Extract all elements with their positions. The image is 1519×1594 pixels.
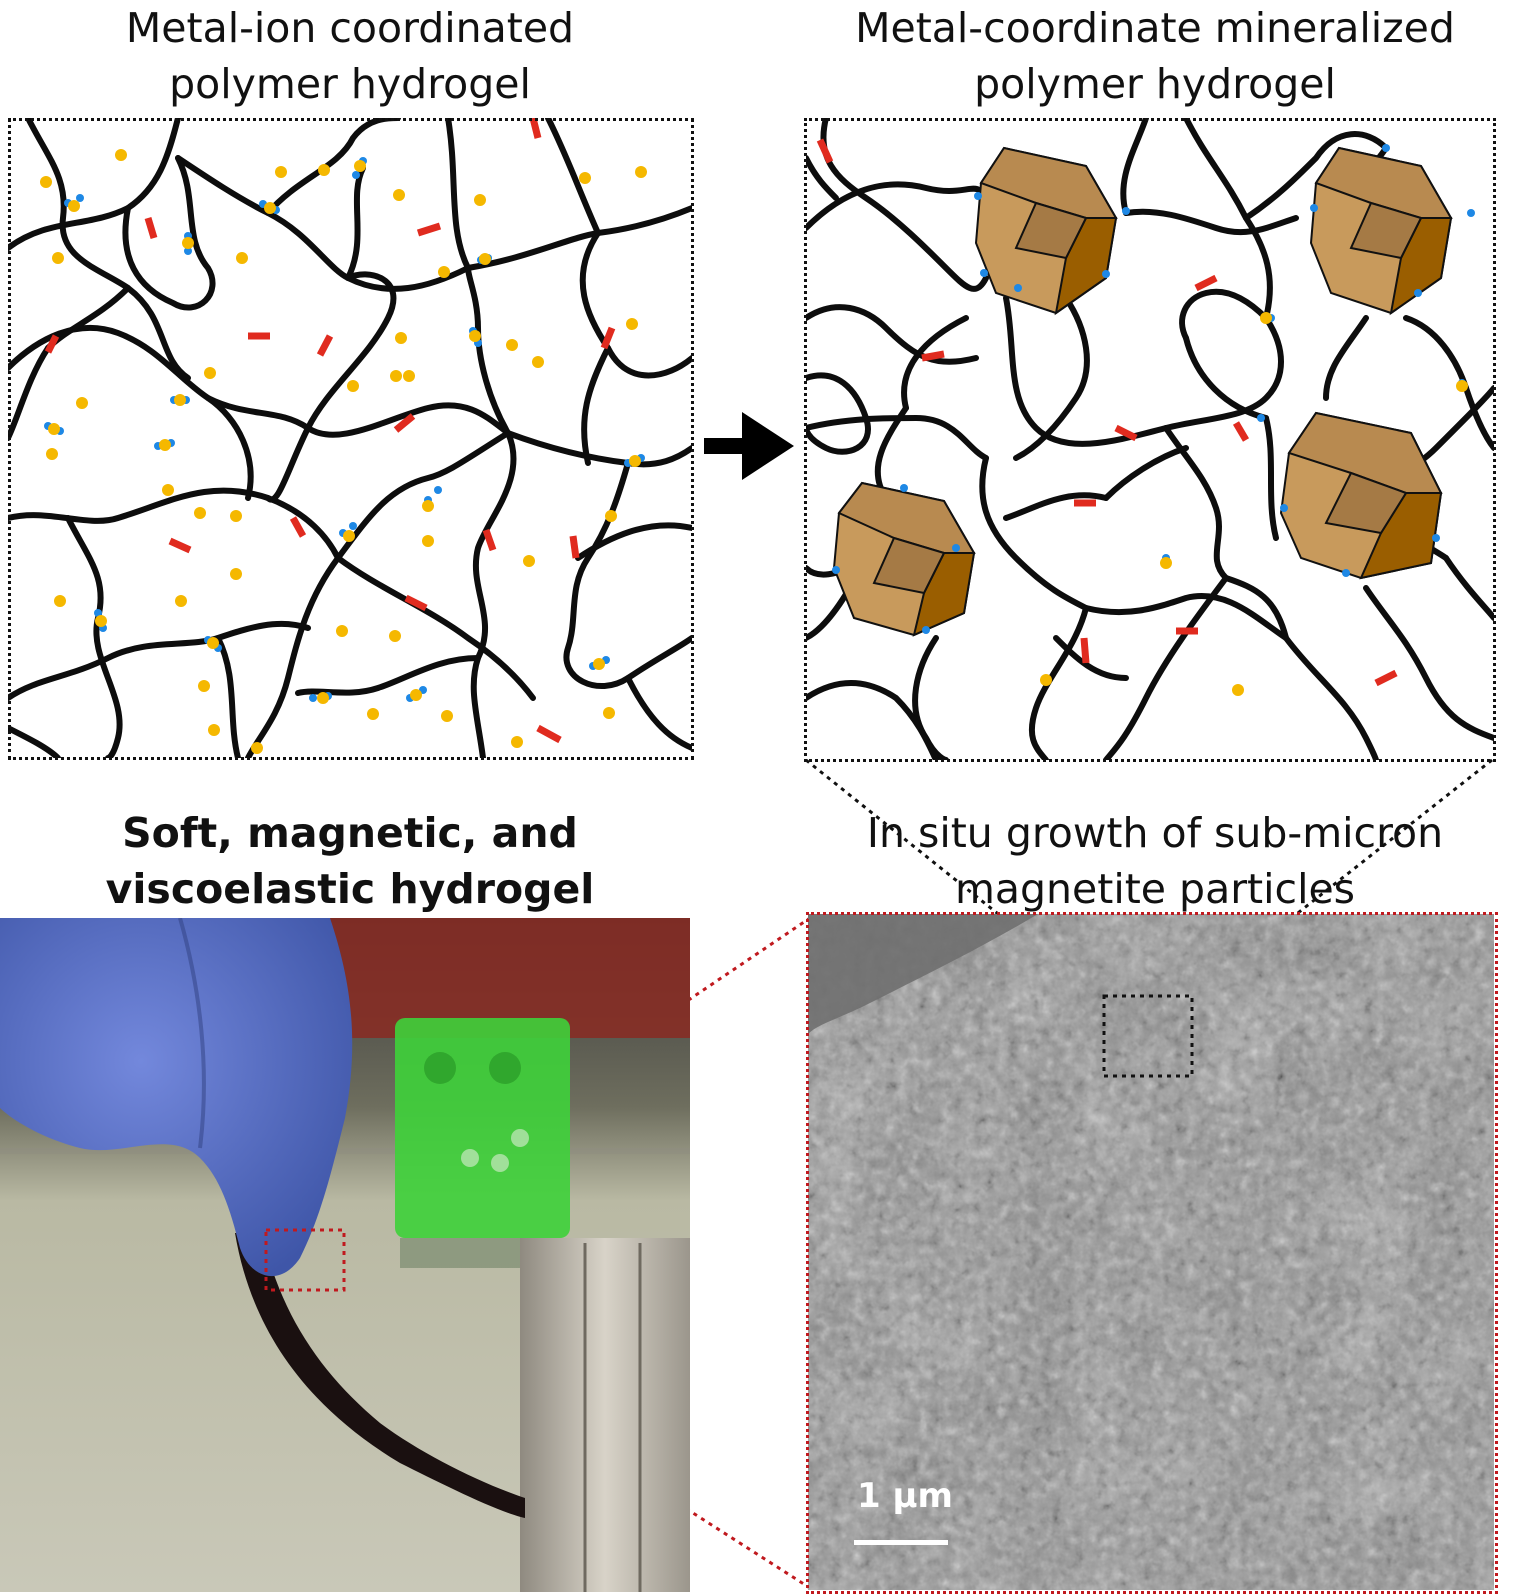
bottom-right-title: In situ growth of sub-micron magnetite p… <box>810 805 1500 917</box>
glove-icon <box>0 918 353 1277</box>
hydrogel-photo <box>0 918 690 1592</box>
polymer-chains <box>8 118 692 758</box>
ion-hydrogel-network-diagram <box>8 118 692 758</box>
mineralized-hydrogel-network-panel <box>806 118 1494 760</box>
top-left-title-line2: polymer hydrogel <box>169 60 531 108</box>
top-right-title-line1: Metal-coordinate mineralized <box>855 4 1455 52</box>
magnetite-crystal <box>1279 411 1443 580</box>
metal-ions <box>40 149 647 754</box>
metal-ions-mineralized <box>1040 312 1468 696</box>
hydrogel-photo-illustration <box>0 918 690 1592</box>
sem-panel-border <box>806 912 1498 1594</box>
sem-micrograph-illustration <box>808 914 1494 1590</box>
sem-scale-bar-label: 1 µm <box>857 1476 953 1516</box>
ion-hydrogel-panel-border <box>8 118 694 760</box>
polymer-chains-mineralized <box>806 118 1494 760</box>
green-block <box>395 1018 570 1238</box>
zoom-line-black-right <box>1189 758 1493 1000</box>
sem-zoom-box <box>1102 994 1194 1078</box>
mineralized-hydrogel-panel-border <box>804 118 1496 762</box>
magnetite-crystal <box>832 481 976 637</box>
ion-hydrogel-network-panel <box>8 118 692 758</box>
top-left-title: Metal-ion coordinated polymer hydrogel <box>40 0 660 112</box>
top-right-title-line2: polymer hydrogel <box>974 60 1336 108</box>
bottom-right-title-line2: magnetite particles <box>954 865 1356 913</box>
bottom-left-title-line1: Soft, magnetic, and <box>122 809 578 857</box>
bottom-left-title: Soft, magnetic, and viscoelastic hydroge… <box>20 805 680 917</box>
crosslink-segments-mineralized <box>816 138 1398 687</box>
top-right-title: Metal-coordinate mineralized polymer hyd… <box>810 0 1500 112</box>
crosslink-segments <box>44 118 616 744</box>
scale-bar <box>854 1540 948 1545</box>
photo-zoom-box <box>264 1228 346 1292</box>
magnetite-crystal <box>1309 146 1453 316</box>
magnet <box>520 1238 690 1592</box>
bottom-right-title-line1: In situ growth of sub-micron <box>866 809 1444 857</box>
bottom-left-title-line2: viscoelastic hydrogel <box>105 865 595 913</box>
magnetite-crystal <box>974 146 1118 316</box>
sem-background-region <box>808 914 1038 1034</box>
sem-micrograph <box>808 914 1494 1590</box>
top-left-title-line1: Metal-ion coordinated <box>125 4 575 52</box>
mineralized-hydrogel-network-diagram <box>806 118 1494 760</box>
right-arrow-icon <box>704 412 794 480</box>
